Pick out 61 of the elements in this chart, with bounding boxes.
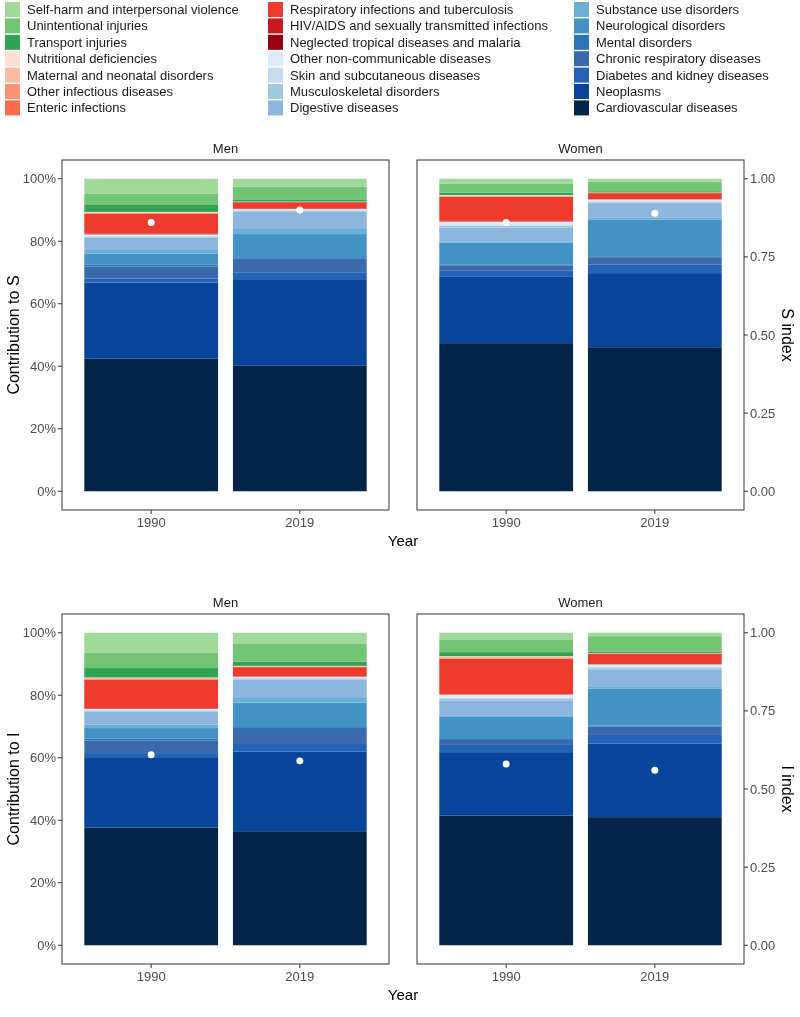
legend-label: Cardiovascular diseases [596,100,739,116]
x-tick-label: 2019 [285,969,315,984]
legend-label: Self-harm and interpersonal violence [27,2,239,17]
legend-label: Maternal and neonatal disorders [27,67,214,83]
y-tick-label: 100% [22,625,57,641]
chart-title: Men [212,141,239,156]
y2-tick-label: 0.00 [750,937,776,953]
y-tick-label: 0% [37,483,57,499]
y2-tick-label: 1.00 [750,171,776,187]
y2-tick-label: 0.00 [750,483,776,499]
legend-label: Diabetes and kidney diseases [596,67,770,83]
legend-label: Digestive diseases [290,100,399,116]
y2-tick-label: 0.50 [750,781,776,797]
y-tick-label: 20% [29,421,57,437]
y2-tick-label: 0.25 [750,405,776,421]
legend-label: Neglected tropical diseases and malaria [290,34,522,50]
y2-tick-label: 1.00 [750,625,776,641]
y-axis-title: Contribution to I [5,732,22,846]
y-tick-label: 40% [29,812,57,828]
x-tick-label: 2019 [640,969,670,984]
legend-label: Enteric infections [27,100,127,116]
chart-title: Women [558,595,603,610]
x-tick-label: 1990 [491,969,521,984]
y-tick-label: 40% [29,358,57,374]
y-tick-label: 60% [29,750,57,766]
legend-label: Respiratory infections and tuberculosis [290,2,514,17]
y2-tick-label: 0.75 [750,249,776,265]
chart-title: Men [212,595,239,610]
y2-axis-title: S index [779,308,796,362]
chart-title: Women [558,141,603,156]
y-axis-title: Contribution to S [5,275,22,395]
y-tick-label: 0% [37,937,57,953]
y2-axis-title: I index [779,765,796,813]
y-tick-label: 80% [29,687,57,703]
y2-tick-label: 0.25 [750,859,776,875]
y-tick-label: 80% [29,233,57,249]
x-tick-label: 1990 [136,969,166,984]
legend-label: Neoplasms [596,84,662,99]
legend-label: Nutritional deficiencies [27,51,158,67]
legend-label: Musculoskeletal disorders [290,84,441,99]
legend-label: Skin and subcutaneous diseases [290,67,481,83]
y2-tick-label: 0.50 [750,327,776,343]
legend-label: Other infectious diseases [27,84,174,99]
legend-label: Chronic respiratory diseases [596,51,762,67]
x-tick-label: 1990 [491,515,521,530]
x-tick-label: 2019 [285,515,315,530]
legend-label: HIV/AIDS and sexually transmitted infections [290,18,549,34]
legend-label: Substance use disorders [596,2,740,17]
y-tick-label: 20% [29,875,57,891]
x-axis-title: Year [387,532,419,549]
legend-label: Transport injuries [27,34,128,50]
legend-label: Other non-communicable diseases [290,51,492,67]
legend-label: Mental disorders [596,34,693,50]
y-tick-label: 60% [29,296,57,312]
x-tick-label: 2019 [640,515,670,530]
y2-tick-label: 0.75 [750,703,776,719]
y-tick-label: 100% [22,171,57,187]
legend-label: Neurological disorders [596,18,726,34]
x-tick-label: 1990 [136,515,166,530]
x-axis-title: Year [387,986,419,1003]
legend-label: Unintentional injuries [27,18,149,34]
